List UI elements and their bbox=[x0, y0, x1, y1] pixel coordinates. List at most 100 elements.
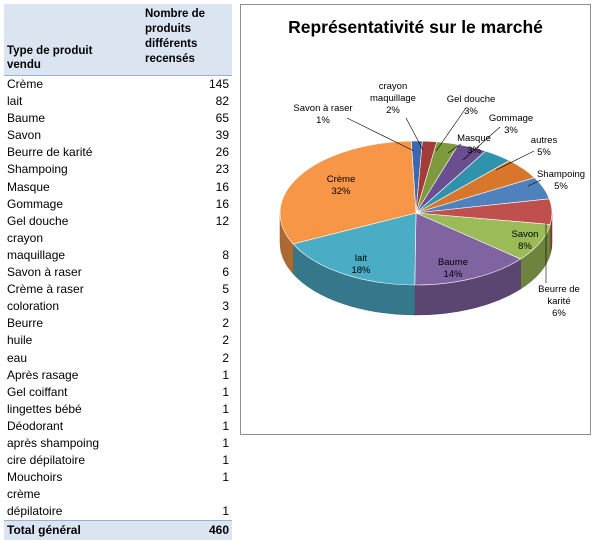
table-row[interactable]: Après rasage 1 bbox=[4, 367, 232, 384]
table-row[interactable]: Gommage 16 bbox=[4, 196, 232, 213]
pie-slice-baume bbox=[414, 212, 522, 286]
table-row[interactable]: crayon maquillage 8 bbox=[4, 230, 232, 264]
row-value: 1 bbox=[222, 453, 229, 468]
table-row[interactable]: après shampoing 1 bbox=[4, 435, 232, 452]
row-value: 1 bbox=[222, 435, 229, 450]
row-label: cire dépilatoire bbox=[7, 453, 86, 468]
table-row[interactable]: Savon 39 bbox=[4, 127, 232, 144]
row-label: eau bbox=[7, 350, 28, 365]
leader-line-3 bbox=[447, 143, 462, 154]
table-row[interactable]: lingettes bébé 1 bbox=[4, 401, 232, 418]
row-label: Crème à raser bbox=[7, 282, 84, 297]
table-row[interactable]: Savon à raser 6 bbox=[4, 264, 232, 281]
row-value: 1 bbox=[222, 418, 229, 433]
row-label: huile bbox=[7, 333, 33, 348]
pie-slice-lait bbox=[292, 212, 417, 286]
table-row[interactable]: Crème 145 bbox=[4, 76, 232, 93]
row-value: 2 bbox=[222, 316, 229, 331]
row-label: Masque bbox=[7, 179, 50, 194]
row-value: 26 bbox=[215, 145, 229, 160]
row-value: 6 bbox=[222, 265, 229, 280]
row-label: Crème bbox=[7, 77, 44, 91]
row-value: 16 bbox=[215, 196, 229, 211]
table-row[interactable]: Masque 16 bbox=[4, 179, 232, 196]
row-label: lait bbox=[7, 94, 23, 109]
row-value: 16 bbox=[215, 179, 229, 194]
row-value: 2 bbox=[222, 350, 229, 365]
table-total-row[interactable]: Total général 460 bbox=[4, 520, 232, 540]
slice-label-2: Gel douche 3% bbox=[447, 94, 496, 117]
table-row[interactable]: lait 82 bbox=[4, 93, 232, 110]
header-product-count[interactable]: Nombre de produits différents recensés bbox=[145, 8, 206, 65]
slice-label-1: crayon maquillage 2% bbox=[370, 81, 416, 116]
slice-label-11: Crème 32% bbox=[327, 174, 356, 197]
row-label: Baume bbox=[7, 111, 46, 126]
slice-label-10: lait 18% bbox=[351, 253, 371, 276]
table-row[interactable]: crème dépilatoire 1 bbox=[4, 486, 232, 520]
table-row[interactable]: Beurre de karité 26 bbox=[4, 144, 232, 161]
slice-label-5: autres 5% bbox=[531, 135, 558, 158]
table-row[interactable]: Beurre 2 bbox=[4, 315, 232, 332]
table-row[interactable]: Mouchoirs 1 bbox=[4, 469, 232, 486]
row-label: Après rasage bbox=[7, 367, 79, 382]
row-label: coloration bbox=[7, 299, 60, 314]
row-label: Mouchoirs bbox=[7, 470, 63, 485]
pivot-table: Type de produit vendu Nombre de produits… bbox=[4, 4, 232, 540]
row-label: crayon maquillage bbox=[7, 230, 66, 262]
table-row[interactable]: Gel coiffant 1 bbox=[4, 384, 232, 401]
table-row[interactable]: coloration 3 bbox=[4, 298, 232, 315]
table-row[interactable]: Gel douche 12 bbox=[4, 213, 232, 230]
row-label: après shampoing bbox=[7, 435, 100, 450]
slice-label-8: Savon 8% bbox=[512, 229, 539, 252]
row-label: Beurre bbox=[7, 316, 44, 331]
row-value: 8 bbox=[222, 247, 229, 262]
row-value: 39 bbox=[215, 128, 229, 143]
leader-line-4 bbox=[462, 126, 501, 161]
table-header: Type de produit vendu Nombre de produits… bbox=[4, 4, 232, 76]
total-value: 460 bbox=[208, 523, 229, 538]
row-label: Beurre de karité bbox=[7, 145, 93, 160]
leader-line-2 bbox=[435, 107, 467, 152]
row-value: 23 bbox=[215, 162, 229, 177]
row-value: 12 bbox=[215, 213, 229, 228]
row-value: 2 bbox=[222, 333, 229, 348]
leader-line-6 bbox=[527, 179, 542, 187]
slice-label-3: Masque3% bbox=[457, 133, 491, 156]
row-value: 1 bbox=[222, 384, 229, 399]
row-label: Savon bbox=[7, 128, 42, 143]
leader-line-0 bbox=[346, 117, 415, 152]
row-label: Gel douche bbox=[7, 213, 69, 228]
row-label: Gommage bbox=[7, 196, 64, 211]
slice-label-0: Savon à raser 1% bbox=[293, 103, 352, 126]
leader-line-5 bbox=[495, 150, 535, 171]
row-label: Shampoing bbox=[7, 162, 68, 177]
table-row[interactable]: Shampoing 23 bbox=[4, 161, 232, 178]
pie-side-walls bbox=[279, 212, 553, 316]
row-value: 3 bbox=[222, 299, 229, 314]
row-label: crème dépilatoire bbox=[7, 487, 63, 519]
row-value: 1 bbox=[222, 367, 229, 382]
row-label: lingettes bébé bbox=[7, 401, 82, 416]
table-row[interactable]: huile 2 bbox=[4, 332, 232, 349]
pie-chart[interactable]: Représentativité sur le marché Savon à r… bbox=[240, 4, 591, 435]
row-value: 145 bbox=[208, 77, 229, 91]
chart-title: Représentativité sur le marché bbox=[288, 17, 543, 37]
slice-label-7: Beurre de karité 6% bbox=[538, 284, 580, 319]
row-label: Savon à raser bbox=[7, 265, 82, 280]
slice-label-9: Baume 14% bbox=[438, 257, 468, 280]
table-body: Crème 145 lait 82 Baume 65 Savon 39 Beurre de ka… bbox=[4, 76, 232, 520]
table-row[interactable]: Déodorant 1 bbox=[4, 418, 232, 435]
slice-label-6: Shampoing 5% bbox=[537, 169, 585, 192]
table-row[interactable]: eau 2 bbox=[4, 350, 232, 367]
row-value: 5 bbox=[222, 282, 229, 297]
row-value: 82 bbox=[215, 94, 229, 109]
row-value: 65 bbox=[215, 111, 229, 126]
table-row[interactable]: Baume 65 bbox=[4, 110, 232, 127]
row-label: Déodorant bbox=[7, 418, 64, 433]
leader-line-1 bbox=[405, 117, 424, 151]
pie-chart-svg: Savon à raser 1% crayon maquillage 2% Gel dou… bbox=[279, 81, 585, 319]
table-row[interactable]: Crème à raser 5 bbox=[4, 281, 232, 298]
pie-slice-cr-me bbox=[279, 140, 417, 245]
table-row[interactable]: cire dépilatoire 1 bbox=[4, 452, 232, 469]
header-product-type[interactable]: Type de produit vendu bbox=[7, 45, 93, 71]
